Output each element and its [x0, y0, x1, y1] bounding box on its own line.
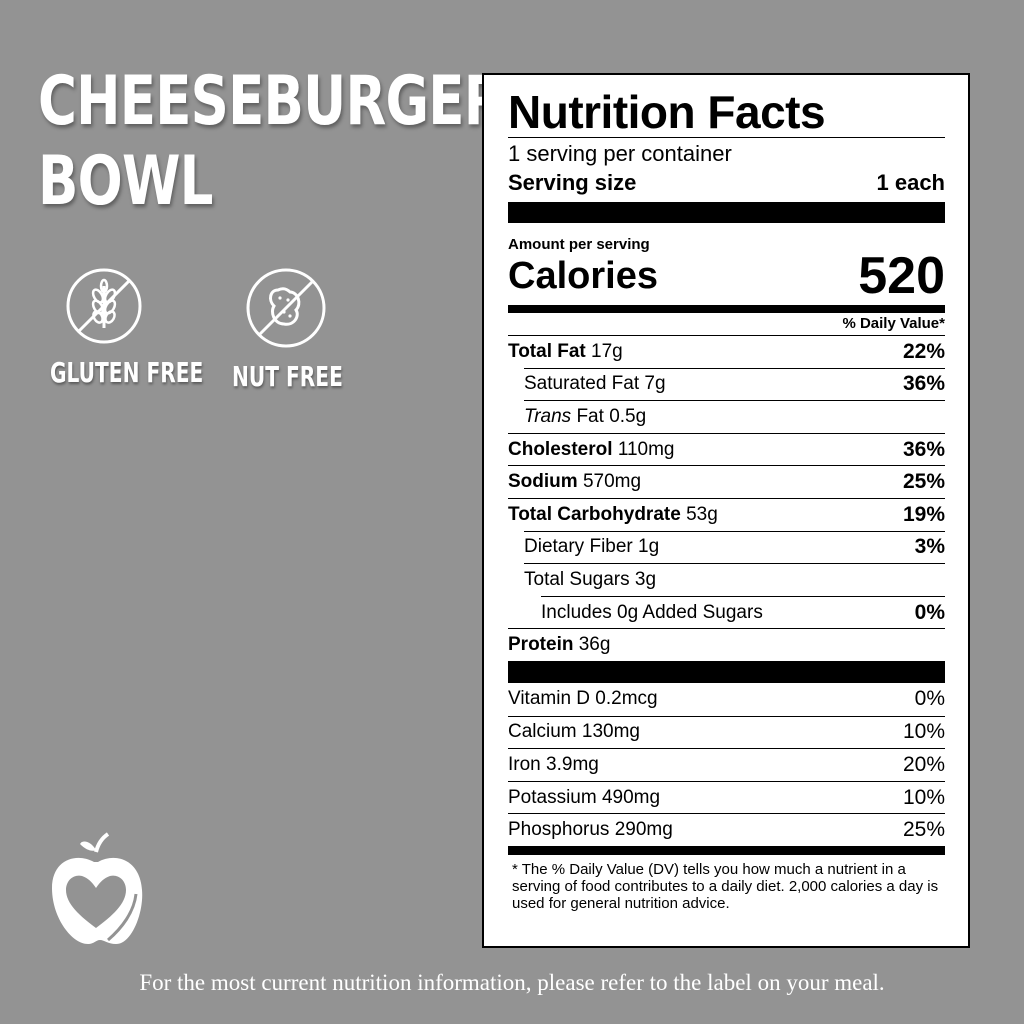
calories-value: 520 [858, 247, 945, 305]
gluten-free-badge: GLUTEN FREE [29, 266, 204, 389]
nutrient-dv: 25% [902, 470, 945, 494]
nut-free-label: NUT FREE [232, 360, 343, 393]
vitamin-amount: 490mg [601, 786, 661, 808]
nutrient-amount: 7g [644, 373, 666, 395]
nutrient-row-total-fat: Total Fat 17g 22% [508, 335, 945, 368]
nutrient-amount: 36g [578, 634, 611, 656]
nutrient-name: Saturated Fat [524, 373, 640, 395]
nutrient-row-sodium: Sodium 570mg 25% [508, 465, 945, 498]
wheat-crossed-icon [66, 268, 142, 344]
nutrient-amount: 110mg [617, 438, 675, 460]
calories-row: Calories 520 [508, 247, 945, 305]
vitamin-row-potassium: Potassium 490mg 10% [508, 780, 945, 814]
serving-size-value: 1 each [876, 170, 946, 195]
apple-heart-icon [52, 832, 143, 944]
vitamin-name: Calcium [508, 721, 577, 743]
vitamin-dv: 10% [902, 720, 945, 744]
nutrient-name: Sodium [508, 471, 578, 493]
nutrient-amount: 0.5g [609, 405, 647, 427]
vitamin-dv: 25% [902, 818, 945, 842]
nutrient-row-total-carbohydrate: Total Carbohydrate 53g 19% [508, 497, 945, 531]
vitamin-amount: 130mg [581, 721, 641, 743]
nutrient-row-protein: Protein 36g [508, 628, 945, 661]
nutrient-row-dietary-fiber: Dietary Fiber 1g 3% [524, 530, 945, 564]
vitamin-name: Potassium [508, 786, 597, 808]
nutrient-dv: 19% [902, 502, 945, 526]
product-title-line2: BOWL [38, 142, 213, 221]
vitamin-row-iron: Iron 3.9mg 20% [508, 748, 945, 781]
nutrient-amount: 17g [591, 340, 623, 362]
nutrition-facts-label: Nutrition Facts 1 serving per container … [482, 73, 970, 948]
nutrient-dv: 22% [902, 339, 945, 363]
vitamin-amount: 290mg [614, 819, 673, 841]
daily-value-header: % Daily Value* [842, 315, 945, 332]
nutrient-dv: 36% [902, 372, 945, 396]
nutrient-name-suffix: Fat [576, 405, 604, 427]
nutrient-amount: 570mg [582, 471, 642, 493]
nutrient-name: Total Fat [508, 340, 586, 362]
servings-per-container: 1 serving per container [508, 141, 732, 166]
vitamin-name: Vitamin D [508, 688, 591, 710]
nutrient-name: Includes 0g Added Sugars [541, 601, 763, 623]
vitamin-amount: 3.9mg [546, 753, 599, 775]
divider-thick [508, 202, 945, 223]
bottom-note: For the most current nutrition informati… [139, 970, 885, 995]
divider-medium [508, 305, 945, 313]
vitamin-name: Iron [508, 753, 541, 775]
nutrient-name: Total Carbohydrate [508, 503, 681, 525]
nutrient-row-cholesterol: Cholesterol 110mg 36% [508, 432, 945, 466]
vitamin-row-phosphorus: Phosphorus 290mg 25% [508, 813, 945, 846]
nutrient-name: Total Sugars [524, 568, 630, 590]
nut-free-badge: NUT FREE [211, 266, 361, 393]
serving-size-label: Serving size [508, 170, 637, 195]
nutrient-row-trans-fat: Trans Fat 0.5g [524, 400, 945, 433]
peanut-crossed-icon [246, 268, 326, 348]
product-title-line1: CHEESEBURGER [38, 62, 505, 141]
nutrition-facts-title: Nutrition Facts [508, 86, 826, 138]
nutrient-dv: 3% [914, 535, 945, 559]
daily-value-footnote: * The % Daily Value (DV) tells you how m… [512, 860, 939, 912]
nutrient-dv: 36% [902, 437, 945, 461]
vitamin-amount: 0.2mcg [595, 688, 658, 710]
divider [508, 137, 945, 138]
nutrient-amount: 1g [638, 536, 660, 558]
amount-per-serving: Amount per serving [508, 236, 650, 253]
vitamin-row-calcium: Calcium 130mg 10% [508, 715, 945, 749]
nutrient-amount: 53g [686, 503, 718, 525]
nutrient-name: Protein [508, 634, 574, 656]
vitamin-row-vitamin-d: Vitamin D 0.2mcg 0% [508, 683, 945, 716]
nutrient-row-total-sugars: Total Sugars 3g [524, 563, 945, 596]
calories-label: Calories [508, 255, 658, 297]
vitamin-dv: 0% [914, 687, 945, 711]
divider-medium [508, 845, 945, 855]
serving-size-row: Serving size 1 each [508, 168, 945, 202]
gluten-free-label: GLUTEN FREE [49, 356, 204, 389]
vitamin-name: Phosphorus [508, 819, 610, 841]
product-title: CHEESEBURGER BOWL [38, 62, 505, 222]
vitamin-dv: 10% [902, 785, 945, 809]
nutrient-row-added-sugars: Includes 0g Added Sugars 0% [541, 595, 945, 629]
nutrient-name: Dietary Fiber [524, 536, 633, 558]
nutrient-amount: 3g [634, 568, 657, 590]
nutrient-name: Trans [524, 405, 572, 427]
divider-thick [508, 660, 945, 683]
vitamin-dv: 20% [902, 752, 945, 776]
nutrient-dv: 0% [914, 600, 945, 624]
nutrient-row-saturated-fat: Saturated Fat 7g 36% [524, 367, 945, 401]
nutrient-name: Cholesterol [508, 438, 613, 460]
